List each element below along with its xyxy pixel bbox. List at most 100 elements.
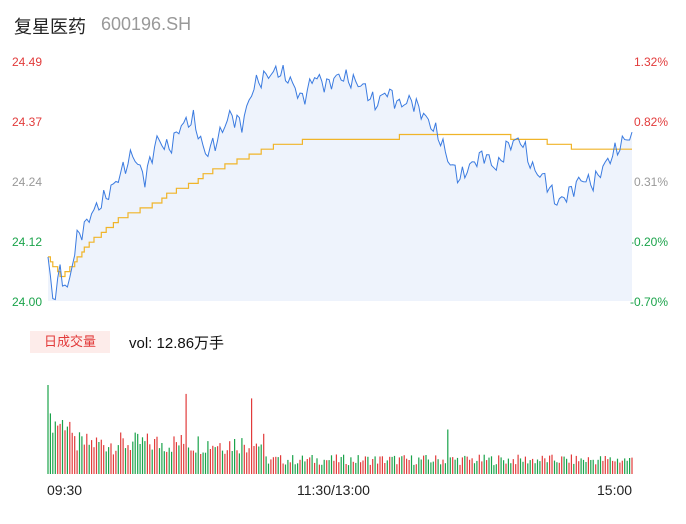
volume-bar (197, 436, 199, 474)
y-left-tick-4: 24.00 (12, 295, 43, 309)
volume-bar (292, 455, 294, 474)
volume-bar (246, 452, 248, 474)
volume-bar (340, 457, 342, 474)
volume-bar (624, 458, 626, 474)
volume-bar (590, 460, 592, 474)
volume-bar (272, 457, 274, 474)
volume-bar (110, 443, 112, 474)
price-area (48, 65, 632, 301)
volume-bar (146, 433, 148, 474)
volume-bar (476, 460, 478, 474)
volume-bar (442, 459, 444, 474)
volume-bar (200, 454, 202, 474)
volume-bar (503, 460, 505, 474)
volume-bar (566, 458, 568, 474)
volume-bar (541, 455, 543, 474)
volume-bar (430, 462, 432, 474)
volume-bar (585, 462, 587, 474)
volume-bar (91, 440, 93, 474)
volume-bar (248, 448, 250, 474)
volume-bar (510, 463, 512, 474)
volume-bar (338, 462, 340, 474)
volume-bar (619, 462, 621, 474)
volume-bar (381, 456, 383, 474)
volume-bar (333, 460, 335, 474)
volume-bar (219, 443, 221, 474)
volume-bar (415, 464, 417, 474)
volume-bar (280, 455, 282, 474)
volume-bar (141, 437, 144, 474)
volume-bar (481, 461, 483, 474)
volume-bar (631, 457, 633, 474)
volume-bar (93, 447, 95, 474)
volume-bar (238, 453, 240, 474)
volume-bar (524, 456, 526, 474)
volume-bar (597, 459, 599, 474)
volume-bar (289, 462, 291, 474)
volume-bar (74, 436, 76, 474)
volume-bar (139, 444, 141, 474)
volume-bar (364, 456, 366, 474)
volume-bar (536, 459, 539, 474)
volume-bar (401, 456, 403, 474)
volume-bar (607, 459, 609, 474)
volume-bar (137, 433, 139, 474)
x-tick-midday: 11:30/13:00 (297, 482, 370, 498)
volume-bar (277, 457, 279, 474)
volume-bar (287, 459, 289, 474)
volume-bar (367, 456, 369, 474)
volume-bar (76, 450, 78, 474)
volume-bar (374, 456, 376, 474)
volume-bar (61, 420, 64, 474)
volume-bar (553, 460, 556, 474)
volume-bar (168, 447, 170, 474)
volume-bar (529, 460, 531, 474)
volume-bar (490, 456, 493, 474)
x-tick-open: 09:30 (47, 482, 83, 498)
volume-bar (47, 385, 49, 474)
volume-bar (209, 449, 211, 474)
volume-bar (459, 464, 461, 474)
volume-bar (500, 457, 502, 474)
volume-bar (461, 457, 463, 474)
volume-bar (408, 460, 410, 474)
volume-bar (495, 464, 497, 474)
volume-bar (284, 464, 287, 474)
volume-bar (396, 464, 398, 474)
y-right-tick-0: 1.32% (633, 55, 668, 69)
volume-bar (517, 454, 519, 474)
volume-bar (456, 457, 459, 474)
volume-bar (515, 464, 517, 474)
volume-bar (362, 460, 364, 474)
volume-bar (352, 461, 354, 474)
volume-bar (604, 456, 606, 474)
y-right-tick-3: -0.20% (629, 235, 668, 249)
volume-bar (444, 463, 446, 474)
volume-bar (578, 461, 580, 474)
volume-bar (507, 458, 509, 474)
y-left-tick-3: 24.12 (12, 235, 43, 249)
y-left-tick-2: 24.24 (12, 175, 43, 189)
volume-bar (260, 444, 262, 474)
volume-bar (54, 421, 56, 474)
volume-bar (505, 463, 507, 474)
volume-bar (95, 437, 98, 474)
volume-bar (599, 456, 602, 474)
volume-bar (234, 439, 236, 474)
volume-bar (166, 451, 168, 474)
volume-bar (609, 457, 611, 474)
volume-bar (369, 464, 371, 474)
volume-bar (78, 432, 81, 474)
volume-bar (398, 457, 400, 474)
volume-bar (527, 463, 529, 474)
volume-bar (202, 452, 204, 474)
volume-bar (263, 433, 265, 474)
volume-bar (575, 455, 577, 474)
volume-bar (570, 454, 572, 474)
volume-bar (427, 459, 429, 474)
volume-bar (452, 457, 454, 474)
volume-bar (316, 458, 318, 474)
volume-bar (592, 459, 594, 474)
volume-bar (161, 443, 163, 474)
volume-bar (117, 445, 119, 474)
